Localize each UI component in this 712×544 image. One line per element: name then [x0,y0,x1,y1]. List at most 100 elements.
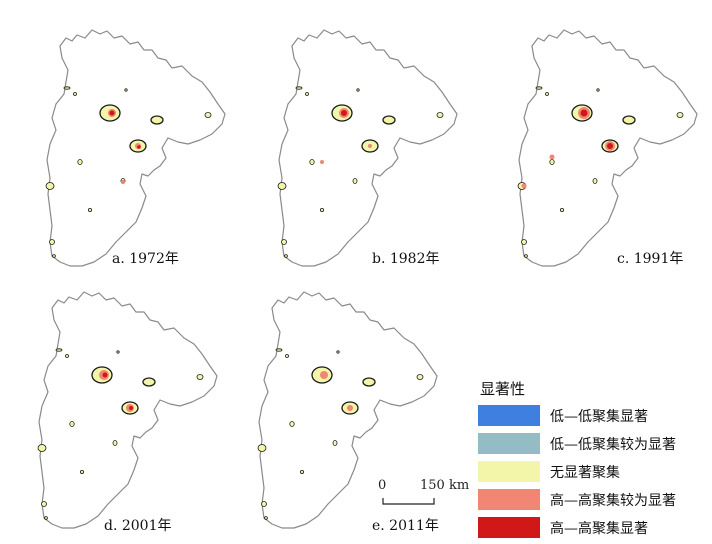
city-patch [284,254,288,258]
city-patch [596,88,600,92]
city-patch [204,112,212,118]
city-patch [150,115,164,125]
city-patch [416,374,424,380]
scale-distance-label: 150 km [420,478,470,493]
city-patch [524,254,528,258]
region-map [277,29,458,267]
cluster-patch [320,160,324,164]
city-patch [320,207,325,212]
city-patch [69,421,75,427]
cluster-patch [137,145,141,149]
legend-item: 无显著聚集 [478,459,710,484]
city-patch [73,92,77,96]
city-patch [592,178,598,184]
cluster-patch [607,143,613,149]
city-patch [545,92,549,96]
city-patch [116,350,120,354]
city-patch [332,440,338,446]
panel-label: b. 1982年 [372,251,440,267]
panel-label: d. 2001年 [104,518,172,534]
cluster-patch [368,144,372,148]
panel-label: e. 2011年 [372,518,439,534]
city-patch [285,354,289,358]
cluster-patch [521,183,527,189]
city-patch [622,115,636,125]
city-patch [521,239,527,245]
city-patch [356,88,360,92]
scale-bar-line [382,498,435,505]
region-map [37,291,218,529]
legend-item: 低—低聚集显著 [478,403,710,428]
region-map [517,29,698,267]
city-patch [275,348,283,352]
city-patch [382,115,396,125]
scale-start-label: 0 [378,478,387,493]
city-patch [261,501,267,507]
legend-item: 高—高聚集较为显著 [478,487,710,512]
city-patch [309,159,315,165]
panel-label: a. 1972年 [112,251,179,267]
map-panel-2001: d. 2001年 [22,272,227,537]
city-patch [264,516,268,520]
city-patch [55,348,63,352]
map-panel-1972: a. 1972年 [30,10,235,275]
legend-swatch [478,489,540,510]
city-patch [124,88,128,92]
legend-label: 高—高聚集较为显著 [550,492,676,509]
cluster-patch [129,406,133,410]
city-patch [88,207,93,212]
legend-label: 低—低聚集较为显著 [550,436,676,453]
legend-item: 低—低聚集较为显著 [478,431,710,456]
cluster-patch [109,110,115,116]
legend-item: 高—高聚集显著 [478,515,710,540]
city-patch [63,86,71,90]
city-patch [37,444,47,452]
city-patch [41,501,47,507]
cluster-patch [320,371,328,379]
city-patch [436,112,444,118]
legend-label: 低—低聚集显著 [550,408,648,425]
city-patch [45,182,55,190]
city-patch [65,354,69,358]
cluster-patch [341,110,347,116]
legend-swatch [478,405,540,426]
city-patch [362,377,376,387]
panel-label: c. 1991年 [617,251,684,267]
city-patch [560,207,565,212]
city-patch [281,239,287,245]
legend-label: 无显著聚集 [550,464,620,481]
cluster-patch [102,372,108,378]
city-patch [80,469,85,474]
legend-label: 高—高聚集显著 [550,520,648,537]
city-patch [52,254,56,258]
city-patch [142,377,156,387]
city-patch [49,239,55,245]
city-patch [336,350,340,354]
legend: 显著性 低—低聚集显著 低—低聚集较为显著 无显著聚集 高—高聚集较为显著 高—… [478,378,710,543]
city-patch [277,182,287,190]
legend-swatch [478,461,540,482]
cluster-patch [347,405,353,411]
legend-swatch [478,433,540,454]
city-patch [676,112,684,118]
city-patch [112,440,118,446]
region-map [45,29,226,267]
city-patch [300,469,305,474]
city-patch [295,86,303,90]
city-patch [535,86,543,90]
cluster-patch [121,180,125,184]
legend-title: 显著性 [480,380,526,398]
map-panel-1982: b. 1982年 [262,10,467,275]
city-patch [549,159,555,165]
city-patch [305,92,309,96]
map-panel-1991: c. 1991年 [502,10,707,275]
city-patch [77,159,83,165]
city-patch [44,516,48,520]
cluster-patch [549,154,555,160]
city-patch [196,374,204,380]
cluster-patch [580,109,588,117]
legend-swatch [478,517,540,538]
city-patch [257,444,267,452]
scale-bar: 0 150 km [378,478,478,518]
map-panel-2011: e. 2011年 [242,272,447,537]
